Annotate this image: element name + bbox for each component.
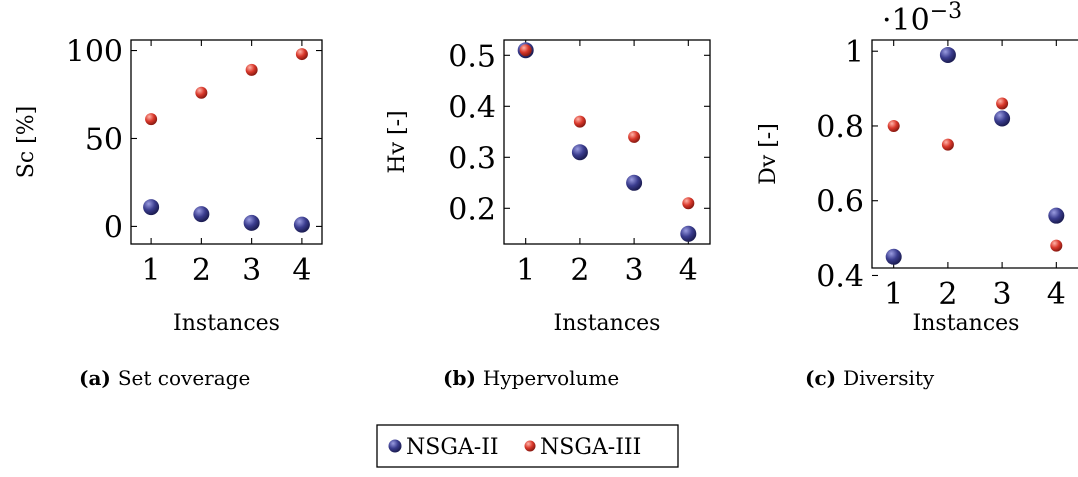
point-nsga2 (143, 199, 160, 216)
x-axis-label: Instances (554, 311, 661, 336)
legend-marker-nsga3 (524, 440, 536, 452)
panel-caption-text: Hypervolume (483, 366, 619, 390)
point-nsga3 (145, 113, 158, 126)
point-nsga3 (195, 86, 208, 99)
x-tick-label: 1 (142, 253, 161, 288)
x-tick-label: 4 (1047, 277, 1066, 312)
panel-hypervolume: 1 2 3 4 0.2 0.3 0.4 0.5 Instances Hv [-] (b) Hyper… (385, 39, 711, 390)
point-nsga2 (571, 144, 588, 161)
legend-marker-nsga2 (388, 439, 402, 453)
y-tick-label: 0.4 (448, 90, 496, 125)
point-nsga3 (628, 130, 641, 143)
point-nsga2 (939, 46, 956, 63)
y-tick-label: 0.5 (448, 39, 496, 74)
panel-caption-letter: (a) (79, 366, 118, 390)
point-nsga2 (193, 206, 210, 223)
y-tick-label: 100 (66, 35, 123, 70)
x-tick-label: 3 (993, 277, 1012, 312)
x-tick-label: 1 (884, 277, 903, 312)
point-nsga3 (682, 197, 695, 210)
x-tick-label: 2 (938, 277, 957, 312)
point-nsga2 (243, 214, 260, 231)
y-tick-label: 0.4 (816, 259, 864, 294)
x-axis-label: Instances (173, 311, 280, 336)
panel-caption: (c) Diversity (805, 366, 935, 390)
point-nsga3 (573, 115, 586, 128)
x-tick-label: 3 (242, 253, 261, 288)
y-axis-label: Sc [%] (14, 106, 39, 178)
legend-label-nsga2: NSGA-II (406, 435, 499, 460)
panel-caption: (b) Hypervolume (443, 366, 619, 390)
point-nsga2 (293, 216, 310, 233)
point-nsga2 (885, 248, 902, 265)
x-tick-label: 3 (625, 253, 644, 288)
y-tick-label: 0.3 (448, 141, 496, 176)
axis-frame (871, 39, 1078, 269)
panel-caption-text: Diversity (843, 366, 935, 390)
point-nsga2 (680, 225, 697, 242)
point-nsga2 (626, 174, 643, 191)
y-tick-label: 0.2 (448, 192, 496, 227)
y-tick-label: 1 (845, 35, 864, 70)
point-nsga3 (941, 138, 954, 151)
panel-set-coverage: 1 2 3 4 0 50 100 Instances Sc [%] (a) Set coverag… (14, 35, 323, 390)
y-axis-label: Dv [-] (756, 123, 781, 185)
panel-caption-letter: (c) (805, 366, 843, 390)
y-axis-label: Hv [-] (385, 110, 410, 173)
point-nsga3 (1050, 239, 1063, 252)
x-tick-label: 4 (292, 253, 311, 288)
legend-label-nsga3: NSGA-III (540, 435, 641, 460)
point-nsga3 (295, 48, 308, 61)
x-tick-label: 2 (570, 253, 589, 288)
legend: NSGA-II NSGA-III (376, 424, 679, 468)
y-exponent-label: ·10−3 (882, 0, 962, 38)
x-axis-label: Instances (913, 311, 1020, 336)
y-tick-label: 0.6 (816, 185, 864, 220)
x-tick-label: 1 (516, 253, 535, 288)
axis-frame (503, 39, 711, 245)
panel-caption-letter: (b) (443, 366, 483, 390)
x-tick-label: 2 (192, 253, 211, 288)
x-tick-label: 4 (679, 253, 698, 288)
axis-frame (130, 39, 323, 245)
point-nsga3 (245, 63, 258, 76)
point-nsga3 (887, 119, 900, 132)
panel-caption-text: Set coverage (118, 366, 250, 390)
point-nsga3 (519, 44, 532, 57)
y-tick-label: 0.8 (816, 110, 864, 145)
point-nsga3 (996, 97, 1009, 110)
panel-caption: (a) Set coverage (79, 366, 250, 390)
y-tick-label: 50 (85, 122, 123, 157)
y-tick-label: 0 (104, 210, 123, 245)
y-exponent-power: −3 (930, 0, 962, 24)
point-nsga2 (994, 110, 1011, 127)
point-nsga2 (1048, 207, 1065, 224)
